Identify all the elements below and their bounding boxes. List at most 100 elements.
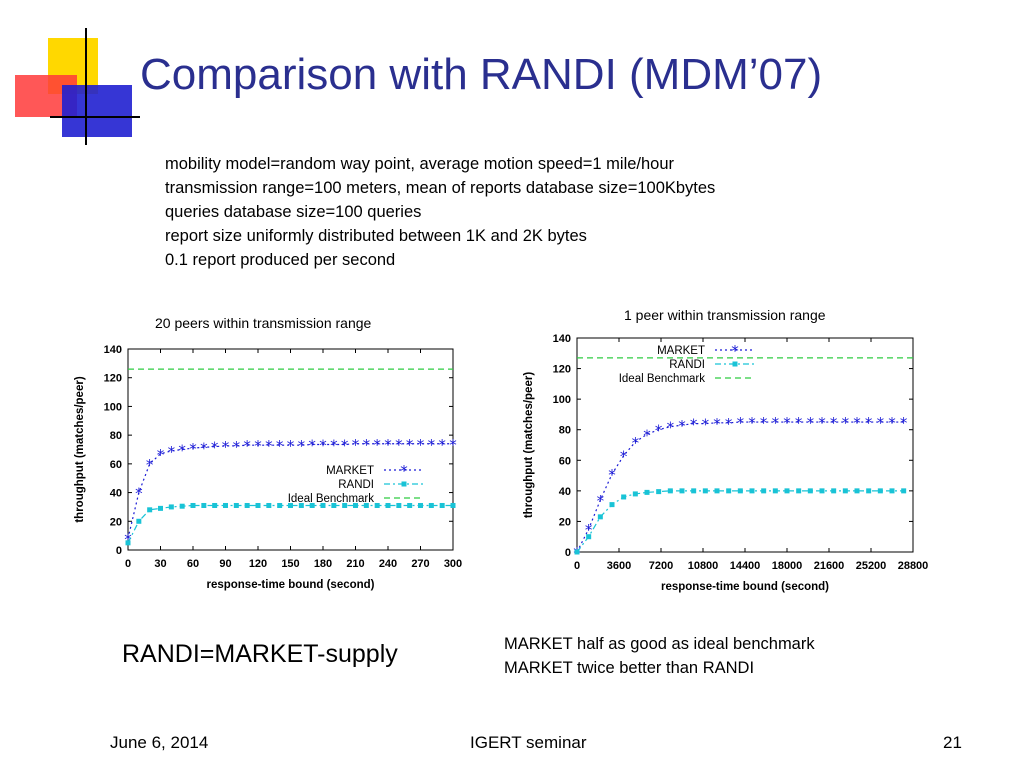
randi-data-point [212,502,218,508]
randi-data-point [749,488,755,494]
market-data-point: * [243,437,251,455]
market-data-point: * [168,443,176,461]
randi-data-point [179,503,185,509]
legend-marker: * [731,342,739,360]
market-data-point: * [287,437,295,455]
market-data-point: * [853,414,861,432]
x-tick-label: 60 [187,558,199,570]
randi-data-point [450,502,456,508]
x-tick-label: 14400 [730,560,761,572]
market-data-point: * [818,414,826,432]
legend-marker: * [400,462,408,480]
randi-data-point [223,502,228,508]
x-tick-label: 0 [125,558,131,570]
y-tick-label: 0 [116,545,122,557]
randi-data-point [439,502,445,508]
x-tick-label: 210 [346,558,364,570]
randi-data-point [125,540,131,546]
x-tick-label: 240 [379,558,397,570]
chart-right-title: 1 peer within transmission range [624,307,826,323]
randi-data-point [632,491,638,497]
y-tick-label: 140 [553,333,571,345]
x-tick-label: 7200 [649,560,673,572]
market-data-point: * [608,466,616,484]
randi-data-point [385,502,391,508]
randi-data-point [266,502,272,508]
x-tick-label: 21600 [814,560,845,572]
randi-data-point [737,488,743,494]
randi-data-point [644,489,650,495]
parameter-line: 0.1 report produced per second [165,251,396,269]
market-data-point: * [702,416,710,434]
randi-data-point [761,488,767,494]
randi-data-point [298,502,304,508]
y-tick-label: 120 [553,364,571,376]
logo-blue-square [62,85,132,137]
market-data-point: * [449,436,457,454]
randi-data-point [866,488,872,494]
market-data-point: * [865,414,873,432]
market-data-point: * [124,531,132,549]
market-data-point: * [276,437,284,455]
market-data-point: * [233,438,241,456]
y-tick-label: 80 [110,430,122,442]
market-data-point: * [330,436,338,454]
x-axis-label: response-time bound (second) [661,581,829,593]
legend-label: MARKET [657,345,705,357]
parameter-line: transmission range=100 meters, mean of r… [165,179,716,197]
x-tick-label: 150 [281,558,299,570]
randi-data-point [418,502,423,508]
randi-data-point [158,505,163,511]
randi-data-point [784,488,790,494]
chart-right-1-peer: 0 20 40 60 80 100 120 140 0 3600 7200 10800 14400 180… [523,333,928,593]
market-data-point: * [807,414,815,432]
y-tick-label: 20 [559,516,571,528]
market-data-point: * [146,456,154,474]
x-tick-label: 25200 [856,560,887,572]
randi-data-point [147,507,153,513]
parameter-list: mobility model=random way point, average… [165,152,715,272]
market-data-point: * [373,436,381,454]
market-data-point: * [830,414,838,432]
market-data-point: * [655,422,663,440]
market-data-point: * [772,414,780,432]
randi-data-point [807,488,813,494]
legend-label: RANDI [669,359,705,371]
legend-label: MARKET [326,465,374,477]
market-data-point: * [341,436,349,454]
market-data-point: * [725,415,733,433]
randi-data-point [353,502,358,508]
market-data-point: * [384,436,392,454]
randi-data-point [819,488,825,494]
parameter-line: mobility model=random way point, average… [165,155,675,173]
randi-data-point [772,488,778,494]
x-tick-label: 18000 [772,560,803,572]
slide-title: Comparison with RANDI (MDM’07) [140,50,823,99]
market-data-point: * [211,439,219,457]
market-data-point: * [298,437,306,455]
randi-data-point [363,502,369,508]
randi-data-point [586,534,592,540]
legend-label: Ideal Benchmark [288,493,375,505]
market-data-point: * [308,436,316,454]
footer-date: June 6, 2014 [110,733,209,752]
randi-data-point [656,489,662,495]
market-data-point: * [795,414,803,432]
randi-data-point [854,488,860,494]
market-data-point: * [888,414,896,432]
parameter-line: report size uniformly distributed betwee… [165,227,587,245]
randi-data-point [609,502,615,508]
market-data-point: * [690,416,698,434]
randi-data-point [726,488,732,494]
conclusion-notes: MARKET half as good as ideal benchmark M… [504,632,815,680]
randi-data-point [889,488,895,494]
y-tick-label: 80 [559,425,571,437]
randi-data-point [320,502,326,508]
market-data-point: * [737,414,745,432]
market-data-point: * [620,448,628,466]
randi-data-point [168,504,174,510]
randi-data-point [714,488,720,494]
x-tick-label: 300 [444,558,462,570]
y-tick-label: 60 [559,455,571,467]
y-tick-label: 60 [110,459,122,471]
